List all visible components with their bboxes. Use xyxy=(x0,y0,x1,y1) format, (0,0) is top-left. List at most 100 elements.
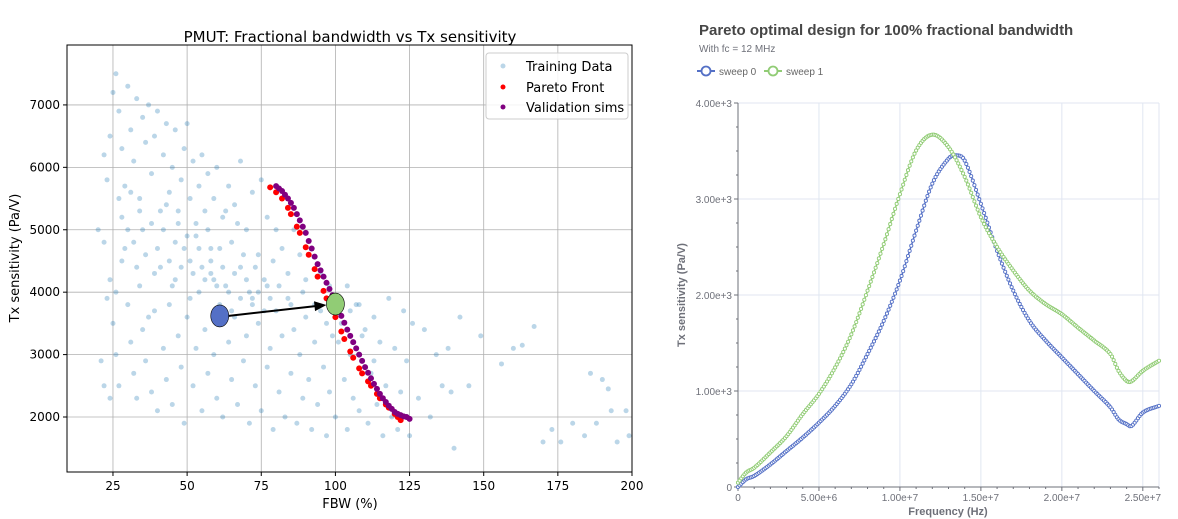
validation-sim-point xyxy=(320,273,327,280)
legend-item-sweep-0[interactable]: sweep 0 xyxy=(697,65,757,79)
y-tick-label: 1.00e+3 xyxy=(696,387,733,398)
training-data-point xyxy=(347,308,353,314)
validation-sim-point xyxy=(293,211,300,218)
training-data-point xyxy=(499,361,505,367)
series-point xyxy=(973,203,979,208)
y-tick-label: 7000 xyxy=(29,98,60,112)
series-point xyxy=(999,261,1004,266)
training-data-point xyxy=(190,158,196,164)
validation-sim-point xyxy=(317,267,324,274)
training-data-point xyxy=(270,426,276,432)
legend-item-sweep-1[interactable]: sweep 1 xyxy=(764,65,824,79)
training-data-point xyxy=(181,420,187,426)
training-data-point xyxy=(104,295,110,301)
training-data-point xyxy=(433,352,439,358)
training-data-point xyxy=(154,245,160,251)
legend: sweep 0 sweep 1 xyxy=(697,65,824,79)
training-data-point xyxy=(457,314,463,320)
training-data-point xyxy=(288,302,294,308)
series-point xyxy=(889,216,894,222)
training-data-point xyxy=(240,252,246,258)
training-data-point xyxy=(249,189,255,195)
training-data-point xyxy=(178,364,184,370)
series-point xyxy=(1019,305,1024,310)
series-point xyxy=(973,187,979,192)
series-point xyxy=(867,348,872,353)
training-data-point xyxy=(113,352,119,358)
series-point xyxy=(883,237,888,242)
training-data-point xyxy=(193,345,199,351)
series-point xyxy=(868,345,873,350)
training-data-point xyxy=(154,108,160,114)
training-data-point xyxy=(214,283,220,289)
training-data-point xyxy=(264,364,270,370)
training-data-point xyxy=(252,264,258,270)
x-tick-label: 100 xyxy=(324,479,347,493)
series-point xyxy=(902,177,907,182)
pareto-front-point xyxy=(338,328,345,335)
series-point xyxy=(833,365,838,370)
training-data-point xyxy=(122,245,128,251)
training-data-point xyxy=(540,439,546,445)
series-point xyxy=(982,211,987,216)
training-data-point xyxy=(312,339,318,345)
training-data-point xyxy=(599,377,605,383)
training-data-point xyxy=(128,127,134,133)
training-data-point xyxy=(395,426,401,432)
series-point xyxy=(1014,295,1019,300)
series-point xyxy=(907,248,912,253)
series-point xyxy=(844,343,849,348)
training-data-point xyxy=(238,295,244,301)
training-data-point xyxy=(101,152,107,158)
series-point xyxy=(873,336,878,341)
x-tick-label: 125 xyxy=(398,479,421,493)
series-point xyxy=(980,206,985,211)
series-point xyxy=(881,318,886,323)
x-tick-label: 5.00e+6 xyxy=(801,493,838,504)
training-data-point xyxy=(386,295,392,301)
pareto-front-point xyxy=(302,244,309,251)
training-data-point xyxy=(279,333,285,339)
training-data-point xyxy=(208,258,214,264)
series-point xyxy=(975,207,980,212)
validation-sim-point xyxy=(376,390,383,397)
training-data-point xyxy=(163,202,169,208)
validation-sim-point xyxy=(308,245,315,252)
series-point xyxy=(905,254,911,259)
training-data-point xyxy=(131,158,137,164)
training-data-point xyxy=(300,289,306,295)
series-point xyxy=(1012,292,1017,297)
training-data-point xyxy=(570,420,576,426)
series-point xyxy=(923,198,928,203)
training-data-point xyxy=(187,196,193,202)
axes-frame xyxy=(66,44,633,473)
training-data-point xyxy=(270,258,276,264)
training-data-point xyxy=(160,152,166,158)
series-point xyxy=(868,279,873,284)
validation-sim-point xyxy=(305,237,312,244)
training-data-point xyxy=(175,208,181,214)
training-data-point xyxy=(285,270,291,276)
series-point xyxy=(837,356,843,361)
arrow-head xyxy=(314,301,327,312)
training-data-point xyxy=(226,289,232,295)
validation-sim-point xyxy=(353,345,360,352)
training-data-point xyxy=(211,352,217,358)
training-data-point xyxy=(143,139,149,145)
training-data-point xyxy=(243,277,249,283)
training-data-point xyxy=(143,252,149,258)
series-point xyxy=(901,269,906,274)
series-point xyxy=(834,362,839,367)
series-point xyxy=(896,196,901,202)
training-data-point xyxy=(190,270,196,276)
training-data-point xyxy=(125,83,131,89)
series-point xyxy=(1004,273,1009,278)
training-data-point xyxy=(303,277,309,283)
training-data-point xyxy=(151,133,157,139)
training-data-point xyxy=(335,339,341,345)
series-point xyxy=(893,206,898,211)
training-data-point xyxy=(202,327,208,333)
training-data-point xyxy=(246,420,252,426)
training-data-point xyxy=(626,433,632,439)
